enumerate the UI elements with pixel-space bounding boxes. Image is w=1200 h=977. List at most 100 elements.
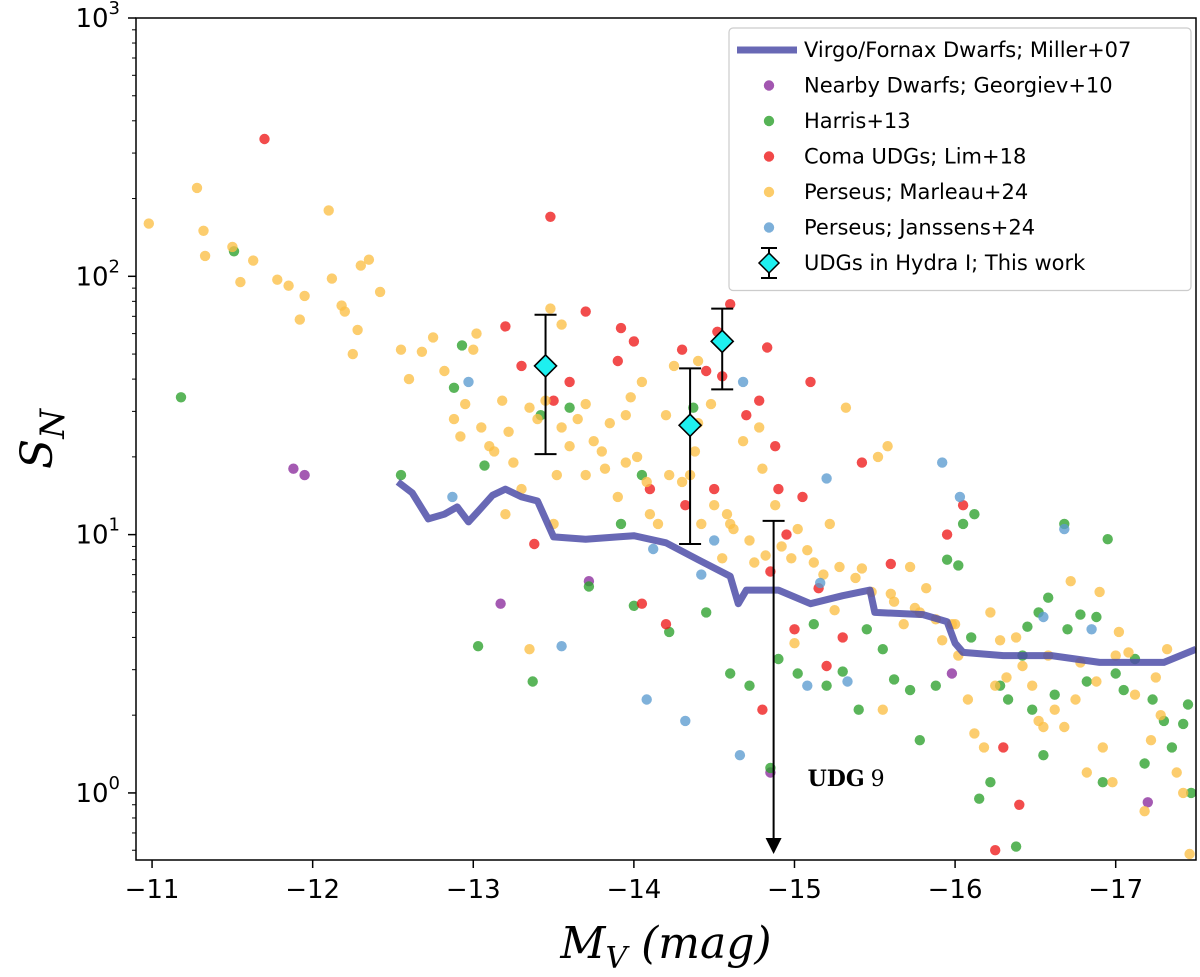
data-point [198, 225, 209, 236]
data-point [872, 451, 884, 463]
legend-entry: Coma UDGs; Lim+18 [763, 145, 1026, 169]
data-point [744, 680, 755, 691]
data-point [548, 395, 559, 406]
data-point [1049, 689, 1060, 700]
series-4 [143, 182, 1195, 860]
legend-marker [763, 186, 775, 198]
data-point [904, 561, 916, 573]
udg9-annotation-bold: UDG [808, 766, 865, 792]
data-point [612, 355, 623, 367]
data-point [479, 460, 490, 471]
data-point [757, 463, 768, 474]
data-point [1110, 650, 1121, 661]
data-point [837, 666, 848, 677]
legend-label: UDGs in Hydra I; This work [804, 251, 1086, 275]
data-point [564, 402, 575, 413]
data-point [821, 680, 832, 691]
data-point [660, 410, 672, 421]
data-point [985, 777, 996, 788]
data-point [1010, 841, 1022, 852]
data-point [1002, 694, 1014, 705]
data-point [1139, 806, 1150, 817]
data-point [455, 431, 466, 442]
data-point [850, 572, 861, 584]
data-point [299, 469, 310, 481]
data-point [770, 500, 781, 511]
data-point [1155, 710, 1166, 721]
data-point [456, 340, 468, 351]
y-tick-base: 10 [75, 262, 108, 292]
data-point [395, 469, 407, 481]
data-point [853, 704, 864, 715]
data-point [1107, 777, 1118, 788]
data-point [235, 276, 246, 288]
data-point [447, 491, 458, 503]
data-point [1027, 704, 1038, 715]
data-point [797, 491, 808, 503]
data-point [808, 557, 819, 568]
data-point [516, 483, 527, 495]
data-point [476, 422, 487, 433]
data-point [1097, 777, 1109, 788]
data-point [680, 500, 691, 511]
data-point [776, 541, 787, 552]
data-point [1113, 626, 1125, 638]
data-point [1097, 742, 1109, 753]
data-point [604, 418, 615, 429]
data-point [1070, 694, 1081, 705]
data-point [786, 553, 797, 564]
data-point [877, 704, 888, 715]
data-point [701, 607, 712, 618]
data-point [294, 314, 305, 325]
data-point [701, 365, 712, 377]
data-point [1102, 534, 1113, 545]
data-point [259, 133, 270, 145]
data-point [272, 274, 283, 285]
plot-frame [135, 17, 1197, 861]
data-point [734, 750, 746, 761]
data-point [998, 742, 1009, 753]
data-point [692, 355, 704, 367]
data-point [1147, 694, 1158, 705]
legend-entry: Perseus; Marleau+24 [763, 180, 1028, 204]
data-point [689, 446, 701, 457]
data-point [545, 303, 556, 314]
data-point [1086, 624, 1097, 635]
data-point [974, 793, 985, 804]
x-axis-label-sub: V [605, 941, 630, 976]
data-point [888, 596, 900, 607]
data-point [248, 255, 259, 266]
data-point [339, 306, 350, 317]
udg9-annotation: UDG 9 [808, 766, 885, 792]
data-point [472, 641, 484, 652]
y-tick-label: 101 [75, 515, 120, 551]
data-point [824, 518, 835, 530]
data-point [556, 641, 567, 652]
data-point [529, 538, 540, 550]
data-point [1184, 848, 1195, 860]
data-point [615, 322, 627, 334]
data-point [754, 395, 765, 406]
data-point [288, 463, 299, 474]
legend-entry: Perseus; Janssens+24 [763, 216, 1035, 240]
data-point [508, 457, 519, 468]
x-axis-label-unit: (mag) [641, 918, 771, 969]
y-tick-exp: 2 [109, 256, 120, 277]
data-point [1001, 672, 1012, 683]
data-point [941, 529, 953, 540]
x-tick-label: −15 [767, 875, 822, 905]
y-tick-label: 103 [75, 0, 120, 34]
data-point [489, 446, 500, 457]
data-point [1142, 797, 1154, 808]
series-6 [533, 307, 735, 545]
hydra-udg-marker [677, 413, 703, 438]
data-point [588, 436, 599, 447]
data-point [625, 392, 636, 403]
data-point [503, 426, 514, 437]
data-point [551, 469, 562, 481]
data-point [941, 554, 953, 565]
data-point [1043, 592, 1054, 603]
data-point [347, 348, 358, 360]
series-line-0 [395, 479, 1196, 666]
